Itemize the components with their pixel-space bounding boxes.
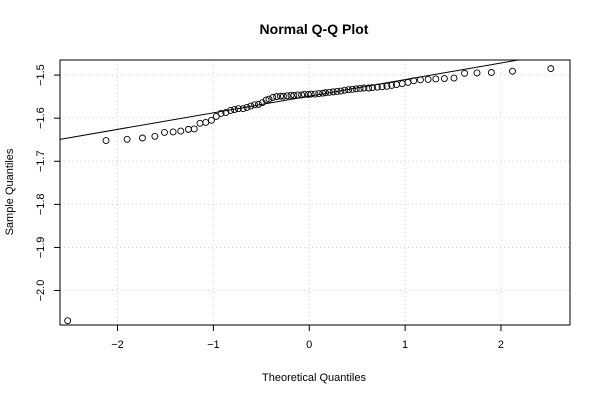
reference-line-group xyxy=(60,60,522,140)
y-tick-label: −1.6 xyxy=(35,107,47,129)
data-point xyxy=(329,88,337,96)
reference-line xyxy=(60,60,522,140)
data-point xyxy=(298,91,306,99)
data-point xyxy=(269,94,277,101)
data-point xyxy=(369,84,376,92)
x-axis: −2 −1 0 1 2 xyxy=(111,325,504,351)
data-point xyxy=(404,78,412,86)
data-point xyxy=(262,96,270,104)
data-point xyxy=(231,106,238,114)
data-point xyxy=(333,88,341,95)
data-point xyxy=(177,127,185,135)
data-point xyxy=(304,91,312,98)
data-point xyxy=(388,81,396,89)
x-tick-label: 2 xyxy=(498,339,504,351)
data-point xyxy=(254,100,262,108)
data-point xyxy=(102,137,110,145)
data-point xyxy=(273,93,281,101)
data-point xyxy=(348,85,356,93)
data-point xyxy=(356,84,364,92)
data-point xyxy=(417,76,424,84)
x-tick-label: −2 xyxy=(111,339,124,351)
data-point xyxy=(410,77,418,85)
data-point xyxy=(337,87,345,95)
data-point xyxy=(251,101,259,109)
y-axis: −2.0 −1.9 −1.8 −1.7 −1.6 −1.5 xyxy=(35,64,60,301)
y-tick-label: −2.0 xyxy=(35,280,47,302)
data-point xyxy=(311,90,319,98)
y-tick-label: −1.9 xyxy=(35,237,47,259)
data-point xyxy=(378,83,386,91)
data-point xyxy=(432,75,440,83)
data-point xyxy=(360,84,368,92)
data-point xyxy=(345,86,353,94)
x-axis-label: Theoretical Quantiles xyxy=(262,372,366,384)
data-point xyxy=(301,91,308,98)
data-point xyxy=(265,95,273,103)
data-point xyxy=(461,69,468,77)
data-point xyxy=(383,82,391,90)
data-point xyxy=(64,317,72,325)
data-point xyxy=(373,83,381,91)
grid-lines xyxy=(60,60,570,325)
data-point xyxy=(212,112,220,120)
data-point xyxy=(365,84,373,92)
data-point xyxy=(277,92,284,100)
y-tick-label: −1.7 xyxy=(35,150,47,172)
data-point xyxy=(151,132,159,140)
data-point xyxy=(450,74,458,82)
data-point xyxy=(283,92,291,100)
data-point xyxy=(509,67,516,75)
data-point xyxy=(243,103,251,111)
data-point xyxy=(196,119,204,127)
data-point xyxy=(287,91,295,99)
data-point xyxy=(473,69,481,77)
data-point xyxy=(208,116,215,124)
data-points xyxy=(64,65,555,325)
data-point xyxy=(398,80,406,88)
data-point xyxy=(319,89,327,97)
plot-frame xyxy=(59,59,571,326)
data-point xyxy=(123,135,131,143)
data-point xyxy=(161,128,168,136)
data-point xyxy=(440,75,448,82)
x-tick-label: −1 xyxy=(207,339,220,351)
data-point xyxy=(279,92,287,100)
data-point xyxy=(227,106,235,114)
data-point xyxy=(294,91,302,99)
y-axis-label: Sample Quantiles xyxy=(4,148,16,235)
y-tick-label: −1.8 xyxy=(35,193,47,215)
data-point xyxy=(239,105,247,113)
chart-title: Normal Q-Q Plot xyxy=(260,21,369,37)
data-point xyxy=(190,125,198,133)
data-point xyxy=(487,69,495,76)
data-point xyxy=(352,85,360,93)
y-tick-label: −1.5 xyxy=(35,64,47,86)
data-point xyxy=(217,109,225,117)
data-point xyxy=(138,134,146,142)
data-point xyxy=(290,91,298,99)
data-point xyxy=(325,88,333,96)
x-tick-label: 0 xyxy=(306,339,312,351)
data-point xyxy=(315,90,323,98)
data-point xyxy=(307,90,315,98)
data-point xyxy=(169,128,177,136)
data-point xyxy=(547,65,555,73)
data-point xyxy=(322,89,329,97)
data-point xyxy=(341,86,349,94)
data-point xyxy=(424,75,432,83)
data-point xyxy=(247,102,255,110)
x-tick-label: 1 xyxy=(402,339,408,351)
data-point xyxy=(202,119,210,126)
data-point xyxy=(234,105,242,113)
data-point xyxy=(185,125,192,133)
